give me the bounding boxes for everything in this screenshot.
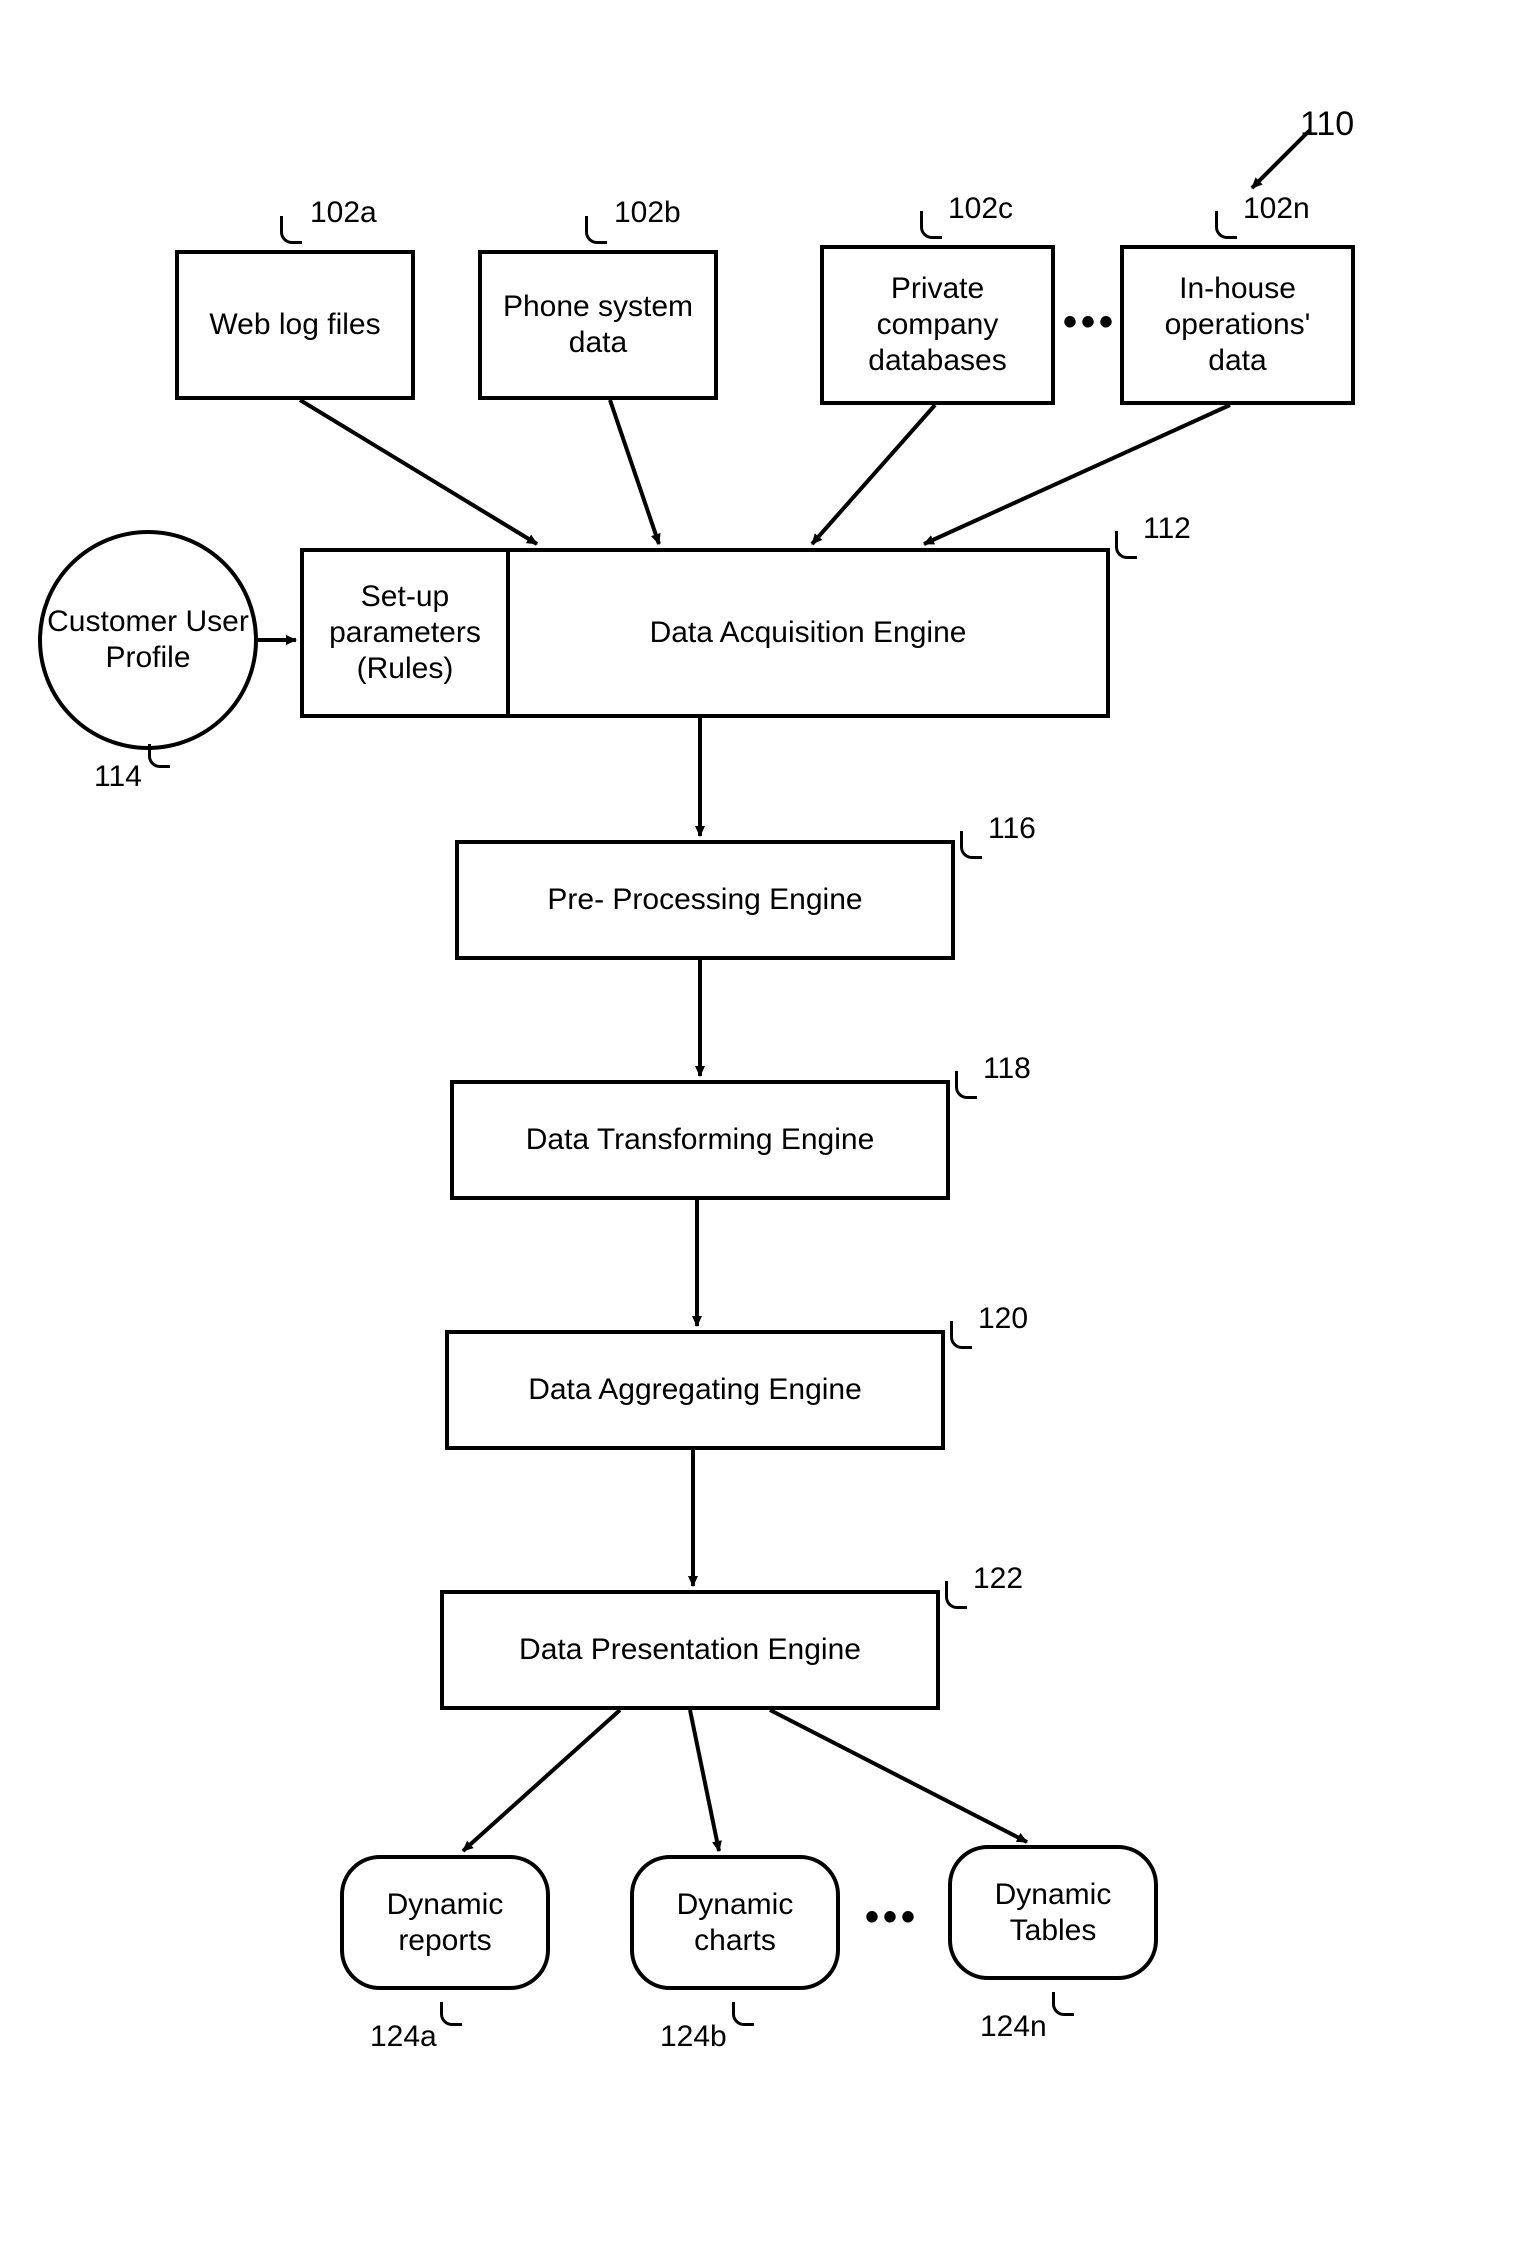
node-ref: 116 [988, 812, 1036, 846]
node-dynamic-reports: Dynamic reports [340, 1855, 550, 1990]
node-phone-system-data: Phone system data [478, 250, 718, 400]
ref-leader [1115, 531, 1137, 559]
node-ref: 114 [94, 760, 142, 794]
ref-leader [148, 744, 170, 768]
ref-leader [945, 1581, 967, 1609]
node-label: Data Aggregating Engine [528, 1372, 862, 1408]
flowchart-canvas: Web log files 102a Phone system data 102… [0, 0, 1523, 2247]
ref-leader [920, 211, 942, 239]
ref-leader [440, 2002, 462, 2026]
ref-leader [950, 1321, 972, 1349]
node-inhouse-data: In-house operations' data [1120, 245, 1355, 405]
node-label: Data Acquisition Engine [650, 615, 967, 651]
node-label: Data Presentation Engine [519, 1632, 861, 1668]
node-ref: 102n [1243, 192, 1310, 226]
node-ref: 102c [948, 192, 1013, 226]
node-transforming-engine: Data Transforming Engine [450, 1080, 950, 1200]
ref-leader [585, 216, 607, 244]
node-ref: 120 [978, 1302, 1028, 1336]
ellipsis-top: ••• [1063, 300, 1117, 345]
node-customer-profile: Customer User Profile [38, 530, 258, 750]
node-label: Data Transforming Engine [526, 1122, 875, 1158]
figure-ref: 110 [1300, 105, 1354, 144]
node-data-acquisition-engine: Data Acquisition Engine [506, 548, 1110, 718]
node-label: Web log files [209, 307, 380, 343]
node-ref: 122 [973, 1562, 1023, 1596]
ellipsis-bottom: ••• [865, 1895, 919, 1940]
node-label: Dynamic Tables [960, 1877, 1146, 1949]
node-preprocessing-engine: Pre- Processing Engine [455, 840, 955, 960]
ref-leader [960, 831, 982, 859]
node-label: Set-up parameters (Rules) [312, 579, 498, 687]
ref-leader [1052, 1992, 1074, 2016]
node-dynamic-charts: Dynamic charts [630, 1855, 840, 1990]
node-ref: 124b [660, 2020, 727, 2054]
ref-leader [732, 2002, 754, 2026]
node-ref: 112 [1143, 512, 1191, 546]
ref-leader [1215, 211, 1237, 239]
node-setup-parameters: Set-up parameters (Rules) [300, 548, 510, 718]
node-presentation-engine: Data Presentation Engine [440, 1590, 940, 1710]
node-dynamic-tables: Dynamic Tables [948, 1845, 1158, 1980]
node-ref: 102a [310, 196, 377, 230]
node-ref: 124a [370, 2020, 437, 2054]
node-label: Customer User Profile [42, 604, 254, 676]
node-ref: 102b [614, 196, 681, 230]
ref-leader [280, 216, 302, 244]
node-web-log-files: Web log files [175, 250, 415, 400]
node-label: In-house operations' data [1132, 271, 1343, 379]
node-ref: 124n [980, 2010, 1047, 2044]
node-aggregating-engine: Data Aggregating Engine [445, 1330, 945, 1450]
node-label: Dynamic charts [642, 1887, 828, 1959]
node-ref: 118 [983, 1052, 1031, 1086]
node-label: Dynamic reports [352, 1887, 538, 1959]
ref-leader [955, 1071, 977, 1099]
node-label: Pre- Processing Engine [547, 882, 862, 918]
node-label: Phone system data [490, 289, 706, 361]
node-label: Private company databases [832, 271, 1043, 379]
node-private-databases: Private company databases [820, 245, 1055, 405]
